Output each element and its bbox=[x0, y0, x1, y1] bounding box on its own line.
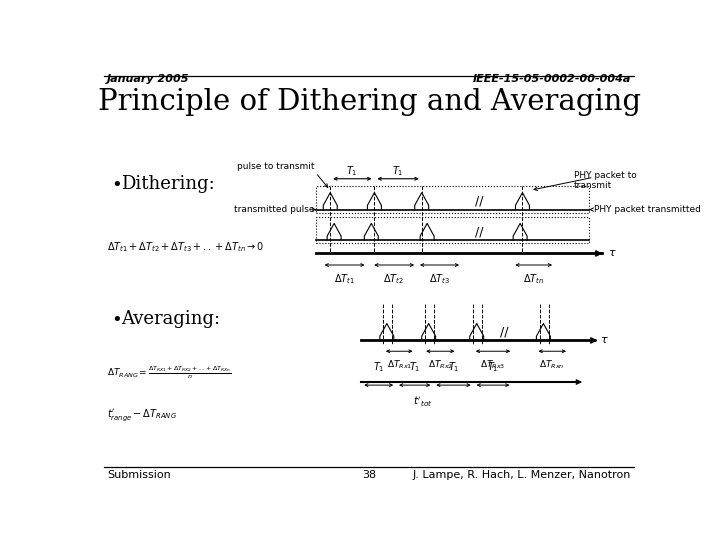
Text: $T_1$: $T_1$ bbox=[392, 164, 403, 178]
Text: PHY packet to
transmit: PHY packet to transmit bbox=[574, 171, 636, 191]
Text: $\Delta T_{Rxn}$: $\Delta T_{Rxn}$ bbox=[539, 358, 564, 370]
Text: $\Delta T_{t2}$: $\Delta T_{t2}$ bbox=[383, 273, 404, 287]
Text: $T_1$: $T_1$ bbox=[409, 361, 420, 374]
Text: $t'_{tot}$: $t'_{tot}$ bbox=[413, 394, 433, 409]
Text: •: • bbox=[112, 311, 122, 329]
Text: //: // bbox=[474, 194, 483, 207]
Text: $T_1$: $T_1$ bbox=[487, 361, 499, 374]
Bar bbox=[316, 186, 589, 213]
Text: $t_{range}' - \Delta T_{RANG}$: $t_{range}' - \Delta T_{RANG}$ bbox=[107, 408, 177, 423]
Text: •: • bbox=[112, 177, 122, 194]
Text: $T_1$: $T_1$ bbox=[346, 164, 358, 178]
Text: $\tau$: $\tau$ bbox=[608, 248, 616, 259]
Text: pulse to transmit: pulse to transmit bbox=[238, 162, 315, 171]
Text: $\Delta T_{Rx3}$: $\Delta T_{Rx3}$ bbox=[480, 358, 505, 370]
Text: $T_1$: $T_1$ bbox=[372, 361, 384, 374]
Bar bbox=[316, 217, 589, 244]
Text: $\Delta T_{t3}$: $\Delta T_{t3}$ bbox=[429, 273, 450, 287]
Text: Averaging:: Averaging: bbox=[121, 309, 220, 328]
Text: January 2005: January 2005 bbox=[107, 74, 189, 84]
Text: Dithering:: Dithering: bbox=[121, 175, 215, 193]
Text: $\Delta T_{t1}+\Delta T_{t2}+\Delta T_{t3}+..+\Delta T_{tn}\rightarrow 0$: $\Delta T_{t1}+\Delta T_{t2}+\Delta T_{t… bbox=[107, 240, 264, 254]
Text: IEEE-15-05-0002-00-004a: IEEE-15-05-0002-00-004a bbox=[472, 74, 631, 84]
Text: 38: 38 bbox=[362, 470, 376, 480]
Text: $\Delta T_{tn}$: $\Delta T_{tn}$ bbox=[523, 273, 544, 287]
Text: //: // bbox=[474, 225, 483, 238]
Text: Principle of Dithering and Averaging: Principle of Dithering and Averaging bbox=[97, 88, 641, 116]
Text: $T_1$: $T_1$ bbox=[448, 361, 459, 374]
Text: $\Delta T_{Rx1}$: $\Delta T_{Rx1}$ bbox=[387, 358, 412, 370]
Text: $\Delta T_{Rx2}$: $\Delta T_{Rx2}$ bbox=[428, 358, 453, 370]
Text: PHY packet transmitted: PHY packet transmitted bbox=[594, 205, 701, 214]
Text: $\Delta T_{RANG} = \frac{\Delta T_{RX1}+\Delta T_{RX2}+..+\Delta T_{RXn}}{n}$: $\Delta T_{RANG} = \frac{\Delta T_{RX1}+… bbox=[107, 365, 232, 381]
Text: J. Lampe, R. Hach, L. Menzer, Nanotron: J. Lampe, R. Hach, L. Menzer, Nanotron bbox=[413, 470, 631, 480]
Text: transmitted pulse: transmitted pulse bbox=[234, 205, 315, 214]
Text: $\tau$: $\tau$ bbox=[600, 335, 608, 346]
Text: Submission: Submission bbox=[107, 470, 171, 480]
Text: //: // bbox=[500, 325, 509, 338]
Text: $\Delta T_{t1}$: $\Delta T_{t1}$ bbox=[334, 273, 355, 287]
